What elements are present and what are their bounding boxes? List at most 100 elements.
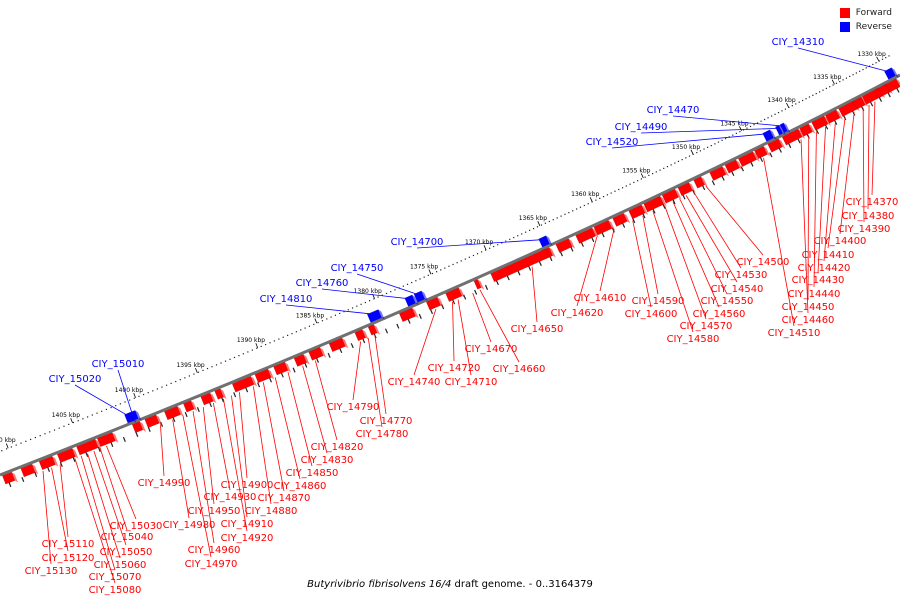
forward-gene-leader xyxy=(80,455,116,571)
track-tick xyxy=(896,87,900,93)
track-tick xyxy=(701,185,706,191)
scale-dot xyxy=(472,254,475,257)
track-tick xyxy=(418,313,422,319)
track-tick xyxy=(280,372,284,378)
forward-gene-block-side xyxy=(545,249,553,260)
forward-gene-label: CIY_15080 xyxy=(89,585,142,596)
reverse-gene-leader xyxy=(672,115,783,127)
forward-gene-block-side xyxy=(836,109,844,120)
scale-dot xyxy=(819,91,821,93)
forward-gene-leader xyxy=(172,419,190,519)
track-tick xyxy=(721,175,725,181)
scale-dot xyxy=(513,236,515,239)
scale-dot xyxy=(444,267,446,269)
scale-tick xyxy=(5,443,9,449)
track-tick xyxy=(642,213,646,219)
scale-dot xyxy=(476,253,479,255)
track-tick xyxy=(233,392,237,398)
scale-dot xyxy=(175,380,177,383)
forward-gene-leader xyxy=(192,411,215,544)
scale-dot xyxy=(101,410,103,412)
forward-gene-leader xyxy=(223,398,248,532)
track-tick xyxy=(135,431,139,437)
track-tick xyxy=(528,265,532,271)
reverse-gene-leader xyxy=(640,127,779,134)
forward-gene-block-side xyxy=(412,307,419,319)
reverse-gene-block-side xyxy=(378,309,385,320)
scale-dot xyxy=(717,141,720,143)
track-tick xyxy=(72,456,76,462)
track-tick xyxy=(570,246,574,252)
scale-dot xyxy=(721,139,723,141)
forward-gene-leader xyxy=(531,266,538,323)
scale-dot xyxy=(685,157,687,159)
forward-gene-label: CIY_14380 xyxy=(842,211,895,222)
scale-dot xyxy=(419,278,421,280)
forward-gene-block-side xyxy=(861,96,869,107)
scale-dot xyxy=(572,210,574,212)
reverse-gene-label: CIY_14470 xyxy=(647,105,700,116)
forward-gene-label: CIY_14440 xyxy=(788,289,841,300)
scale-dot xyxy=(618,188,620,191)
scale-dot xyxy=(595,199,597,201)
scale-dot xyxy=(696,151,698,154)
forward-gene-label: CIY_14980 xyxy=(163,520,216,531)
forward-gene-leader xyxy=(827,116,846,249)
scale-dot xyxy=(735,132,737,134)
scale-dot xyxy=(165,384,168,386)
scale-dot xyxy=(485,249,487,251)
scale-tick xyxy=(739,126,742,132)
scale-tick xyxy=(537,221,541,226)
scale-dot xyxy=(651,173,654,175)
forward-gene-block-side xyxy=(52,456,59,467)
forward-gene-leader xyxy=(42,471,52,565)
scale-dot xyxy=(20,442,22,444)
forward-gene-label: CIY_14770 xyxy=(360,416,413,427)
scale-dot xyxy=(5,448,8,450)
scale-dot xyxy=(339,312,341,315)
track-tick xyxy=(621,222,626,228)
forward-gene-label: CIY_14510 xyxy=(768,328,821,339)
reverse-gene-block-side xyxy=(412,294,419,306)
scale-label: 1330 kbp xyxy=(858,51,886,58)
scale-dot xyxy=(795,103,797,105)
scale-dot xyxy=(798,101,800,103)
reverse-gene-label: CIY_14750 xyxy=(331,263,384,274)
scale-dot xyxy=(49,431,51,433)
scale-dot xyxy=(791,105,793,107)
scale-dot xyxy=(152,390,154,392)
scale-dot xyxy=(784,108,787,110)
track-tick xyxy=(245,387,249,393)
scale-dot xyxy=(501,242,503,244)
scale-dot xyxy=(655,171,657,173)
scale-dot xyxy=(229,358,231,360)
track-tick xyxy=(731,171,735,177)
scale-dot xyxy=(220,362,222,364)
scale-dot xyxy=(674,162,676,164)
scale-tick xyxy=(428,269,432,275)
scale-dot xyxy=(431,272,434,275)
scale-dot xyxy=(129,399,131,401)
reverse-gene-leader xyxy=(117,369,133,415)
reverse-gene-leader xyxy=(285,304,374,315)
legend-label-forward: Forward xyxy=(855,8,892,18)
scale-dot xyxy=(402,285,404,287)
forward-gene-block-side xyxy=(72,448,79,459)
track-tick xyxy=(484,284,489,290)
track-tick xyxy=(559,251,563,257)
scale-dot xyxy=(10,446,12,448)
scale-dot xyxy=(133,397,135,399)
track-tick xyxy=(59,461,63,467)
scale-tick xyxy=(133,392,136,398)
scale-dot xyxy=(815,92,817,95)
forward-gene-leader xyxy=(632,220,652,308)
forward-gene-leader xyxy=(87,453,121,559)
caption-organism: Butyrivibrio fibrisolvens 16/4 xyxy=(307,579,452,590)
forward-gene-leader xyxy=(452,301,455,362)
track-tick xyxy=(652,208,656,214)
forward-gene-leader xyxy=(672,201,720,308)
scale-label: 1400 kbp xyxy=(115,387,143,394)
track-tick xyxy=(474,289,478,295)
caption-range: draft genome. - 0..3164379 xyxy=(451,579,593,590)
